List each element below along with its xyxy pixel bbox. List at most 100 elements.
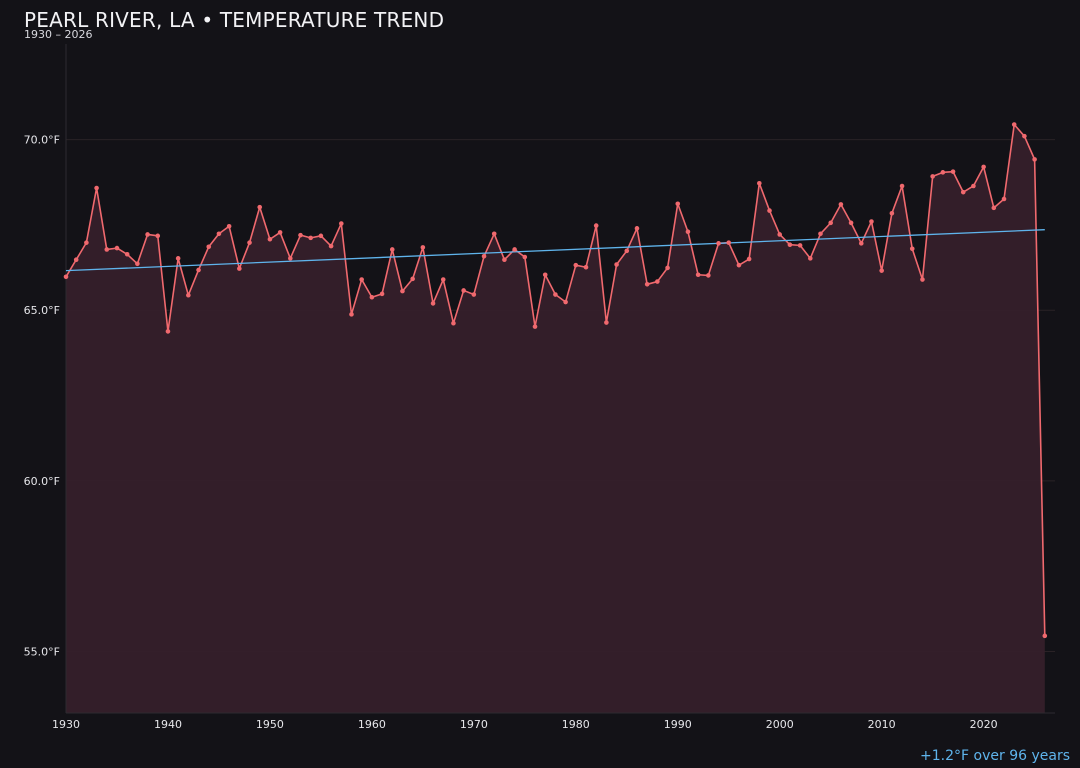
data-point xyxy=(63,274,69,280)
data-point xyxy=(838,202,844,207)
data-point xyxy=(522,254,528,260)
data-point xyxy=(430,301,436,306)
data-point xyxy=(165,329,171,334)
data-point xyxy=(318,233,324,239)
data-point xyxy=(797,243,803,248)
data-point xyxy=(104,247,110,252)
y-tick-label: 55.0°F xyxy=(24,646,60,659)
x-tick-label: 2020 xyxy=(970,718,998,731)
data-point xyxy=(930,174,935,179)
data-point xyxy=(899,183,905,189)
data-point xyxy=(716,241,721,246)
data-point xyxy=(736,262,742,268)
data-point xyxy=(451,320,456,326)
data-point xyxy=(196,267,201,273)
data-point xyxy=(777,232,783,237)
data-point xyxy=(706,273,711,278)
x-tick-labels: 1930 1940 1950 1960 1970 1980 1990 2000 2010 2020 xyxy=(52,718,998,731)
data-point xyxy=(1032,157,1037,162)
data-point xyxy=(848,220,854,226)
data-point xyxy=(940,170,946,175)
data-point xyxy=(695,272,701,278)
data-point xyxy=(746,256,752,262)
data-point xyxy=(124,251,130,257)
data-point xyxy=(889,211,895,216)
chart-title: PEARL RIVER, LA • TEMPERATURE TREND xyxy=(24,8,445,32)
data-point xyxy=(237,266,242,271)
data-point xyxy=(186,292,191,298)
data-point xyxy=(858,241,864,246)
data-point xyxy=(247,240,252,245)
x-tick-label: 1950 xyxy=(256,718,284,731)
data-points xyxy=(63,122,1048,639)
data-point xyxy=(991,205,997,211)
data-point xyxy=(288,256,293,261)
x-tick-label: 1940 xyxy=(154,718,182,731)
data-point xyxy=(267,236,273,242)
data-point xyxy=(1022,133,1027,139)
y-tick-label: 70.0°F xyxy=(24,134,60,147)
x-tick-label: 1970 xyxy=(460,718,488,731)
y-tick-label: 60.0°F xyxy=(24,475,60,488)
data-point xyxy=(808,256,813,261)
data-point xyxy=(481,254,487,259)
data-point xyxy=(675,201,681,207)
y-tick-label: 65.0°F xyxy=(24,304,60,317)
data-point xyxy=(410,276,415,282)
data-point xyxy=(257,204,263,210)
data-point xyxy=(634,226,640,231)
data-point xyxy=(593,223,599,228)
data-point xyxy=(420,245,426,250)
data-point xyxy=(359,277,364,282)
data-point xyxy=(308,235,314,241)
data-point xyxy=(665,265,670,271)
data-point xyxy=(879,268,884,273)
data-point xyxy=(512,247,517,252)
data-point xyxy=(135,261,140,267)
data-point xyxy=(909,246,915,252)
data-point xyxy=(389,247,395,252)
data-point xyxy=(981,164,986,170)
data-point xyxy=(73,257,79,263)
data-point xyxy=(84,240,89,245)
data-point xyxy=(971,183,976,189)
data-point xyxy=(328,243,334,249)
chart-subtitle: 1930 – 2026 xyxy=(24,28,93,41)
data-point xyxy=(155,233,161,239)
data-point xyxy=(757,180,762,186)
data-point xyxy=(542,272,548,278)
data-point xyxy=(349,312,354,317)
data-point xyxy=(950,169,956,174)
data-point xyxy=(175,256,181,261)
data-point xyxy=(532,324,538,329)
x-tick-label: 1930 xyxy=(52,718,80,731)
data-point xyxy=(604,320,609,325)
data-point xyxy=(869,219,874,224)
area-fill xyxy=(66,124,1045,714)
data-point xyxy=(1011,122,1017,127)
y-tick-labels: 55.0°F 60.0°F 65.0°F 70.0°F xyxy=(24,134,60,659)
data-point xyxy=(614,262,619,267)
data-point xyxy=(655,279,660,284)
data-point xyxy=(491,231,497,237)
data-point xyxy=(818,231,823,237)
data-point xyxy=(206,244,212,250)
data-point xyxy=(828,220,833,226)
data-point xyxy=(145,232,150,237)
data-point xyxy=(644,281,650,287)
data-point xyxy=(553,292,558,297)
data-point xyxy=(726,240,732,245)
data-point xyxy=(583,264,589,270)
data-point xyxy=(369,294,375,300)
x-tick-label: 2010 xyxy=(868,718,896,731)
data-point xyxy=(471,292,477,297)
data-point xyxy=(1042,633,1048,639)
data-point xyxy=(573,262,579,268)
data-point xyxy=(440,277,446,282)
data-point xyxy=(379,291,385,297)
data-point xyxy=(502,257,507,263)
data-point xyxy=(787,242,793,247)
data-point xyxy=(400,288,405,294)
data-point xyxy=(94,185,99,191)
